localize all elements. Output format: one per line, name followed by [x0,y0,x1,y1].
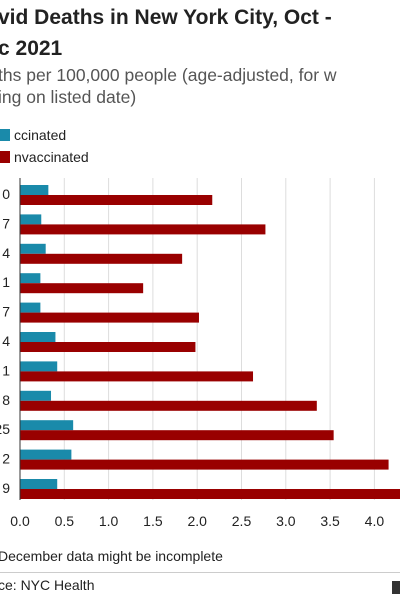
legend-item-vaccinated: ccinated [0,125,89,147]
chart-title-line-1: vid Deaths in New York City, Oct - [0,6,332,29]
chart-subtitle: ths per 100,000 people (age-adjusted, fo… [0,64,400,108]
x-tick-label-3: 1.5 [143,513,163,529]
bar-vaccinated-6 [20,361,58,372]
bbc-logo-icon [392,581,400,594]
footer-divider [0,572,400,573]
category-label-6: 1 [2,362,10,378]
chart-title: vid Deaths in New York City, Oct - c 202… [0,2,400,64]
bar-unvaccinated-8 [20,430,334,441]
x-tick-label-5: 2.5 [232,513,252,529]
bar-vaccinated-3 [20,273,41,284]
bar-vaccinated-7 [20,390,52,401]
bar-chart: 0 7 4 1 7 4 1 8 25 2 9 0.0 0.5 1.0 1.5 2.0 2.5 3.0 3.5 4.0 [0,178,400,529]
x-tick-label-1: 0.5 [55,513,75,529]
category-label-5: 4 [2,333,10,349]
category-label-9: 2 [2,451,10,467]
chart-subtitle-line-1: ths per 100,000 people (age-adjusted, fo… [0,65,337,85]
bar-unvaccinated-3 [20,283,144,294]
bar-unvaccinated-0 [20,195,213,205]
bar-unvaccinated-6 [20,371,254,382]
legend-swatch-vaccinated [0,129,10,141]
bar-vaccinated-4 [20,302,41,313]
bar-unvaccinated-5 [20,342,196,352]
bar-unvaccinated-10 [20,489,400,499]
bar-vaccinated-10 [20,479,58,489]
legend-swatch-unvaccinated [0,151,10,163]
bar-vaccinated-0 [20,185,49,195]
category-label-2: 4 [2,245,10,261]
x-tick-label-2: 1.0 [99,513,119,529]
category-label-10: 9 [2,480,10,496]
bar-unvaccinated-4 [20,312,199,323]
x-tick-label-6: 3.0 [276,513,296,529]
bar-vaccinated-1 [20,214,42,225]
bar-vaccinated-9 [20,449,72,460]
bar-vaccinated-5 [20,332,56,342]
category-label-0: 0 [2,186,10,202]
bar-vaccinated-2 [20,243,46,254]
legend-label-vaccinated: ccinated [14,127,67,143]
category-label-1: 7 [2,215,10,231]
bar-unvaccinated-2 [20,253,183,264]
category-label-7: 8 [2,392,10,408]
x-tick-label-7: 3.5 [320,513,340,529]
footnote: December data might be incomplete [0,548,223,564]
legend-item-unvaccinated: nvaccinated [0,147,89,169]
source-note: ce: NYC Health [0,577,95,593]
x-tick-label-4: 2.0 [187,513,207,529]
category-label-4: 7 [2,304,10,320]
bar-unvaccinated-7 [20,400,317,411]
x-tick-label-8: 4.0 [365,513,385,529]
x-tick-label-0: 0.0 [10,513,30,529]
bar-unvaccinated-1 [20,224,266,235]
chart-subtitle-line-2: ing on listed date) [0,87,137,107]
category-label-3: 1 [2,274,10,290]
legend-label-unvaccinated: nvaccinated [14,149,89,165]
bar-unvaccinated-9 [20,459,389,470]
bar-vaccinated-8 [20,420,74,431]
chart-legend: ccinated nvaccinated [0,125,89,169]
chart-title-line-2: c 2021 [0,37,63,60]
category-label-8: 25 [0,421,10,437]
